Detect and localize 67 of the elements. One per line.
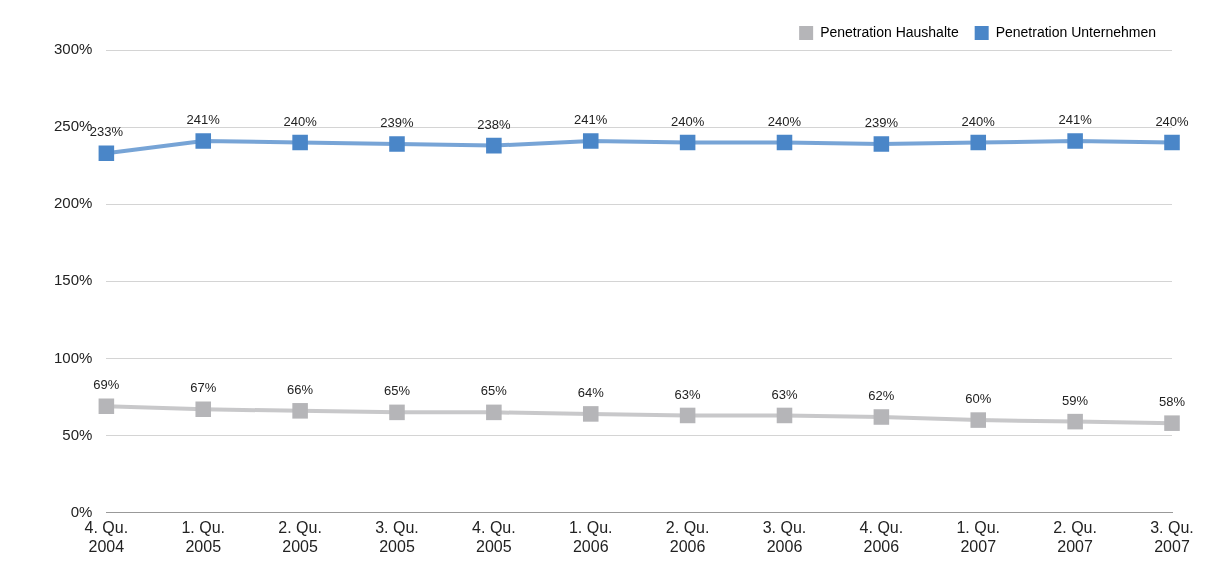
point	[970, 134, 987, 151]
data-label: 67%	[190, 380, 217, 396]
x-tick-label: 4. Qu. 2004	[84, 518, 129, 555]
data-label: 65%	[480, 383, 508, 399]
point	[486, 137, 502, 154]
x-tick-label: 1. Qu. 2005	[181, 518, 226, 555]
point	[195, 401, 212, 418]
data-label: 240%	[1155, 113, 1190, 129]
y-tick-label: 200%	[53, 194, 93, 212]
legend-label: Penetration Haushalte	[820, 23, 959, 40]
point	[486, 404, 502, 421]
data-label: 63%	[674, 386, 702, 402]
x-tick-label: 2. Qu. 2005	[278, 518, 322, 555]
y-tick-label: 100%	[53, 348, 93, 366]
data-label: 240%	[767, 113, 802, 129]
point	[389, 136, 405, 152]
point	[970, 412, 987, 428]
point	[873, 136, 890, 152]
data-label: 241%	[574, 112, 608, 128]
data-label: 66%	[287, 381, 314, 397]
legend-label: Penetration Unternehmen	[995, 23, 1156, 40]
data-label: 60%	[965, 391, 992, 407]
y-tick-label: 0%	[70, 502, 93, 520]
x-tick-label: 2. Qu. 2007	[1053, 518, 1097, 555]
point	[582, 133, 599, 149]
point	[776, 134, 793, 151]
point	[679, 407, 696, 424]
x-tick-label: 2. Qu. 2006	[665, 518, 710, 555]
data-label: 238%	[477, 116, 511, 132]
x-tick-label: 4. Qu. 2006	[859, 518, 904, 555]
data-label: 64%	[577, 384, 605, 400]
y-tick-label: 150%	[53, 271, 93, 289]
data-label: 241%	[186, 112, 221, 128]
data-label: 240%	[961, 113, 996, 129]
x-tick-label: 3. Qu. 2006	[762, 518, 807, 555]
x-tick-label: 3. Qu. 2005	[375, 518, 419, 555]
point	[98, 145, 115, 162]
point	[292, 403, 308, 419]
x-tick-label: 3. Qu. 2007	[1150, 518, 1194, 555]
data-label: 59%	[1062, 392, 1089, 408]
data-label: 62%	[868, 388, 895, 404]
point	[1067, 133, 1083, 149]
data-label: 58%	[1158, 394, 1186, 410]
point	[582, 406, 599, 422]
point	[1067, 413, 1083, 430]
x-tick-label: 1. Qu. 2007	[956, 518, 1001, 555]
point	[389, 404, 405, 421]
data-label: 241%	[1058, 112, 1093, 128]
point	[776, 407, 793, 424]
x-tick-label: 1. Qu. 2006	[568, 518, 613, 555]
data-label: 239%	[864, 115, 899, 131]
data-label: 69%	[93, 377, 120, 393]
point	[679, 134, 696, 151]
point	[292, 134, 308, 151]
data-label: 63%	[771, 386, 798, 402]
data-label: 240%	[283, 113, 318, 129]
y-tick-label: 300%	[53, 40, 93, 58]
data-label: 65%	[383, 383, 411, 399]
data-label: 239%	[380, 115, 415, 131]
y-tick-label: 50%	[62, 425, 93, 443]
point	[1164, 415, 1180, 431]
point	[873, 409, 890, 425]
point	[195, 133, 212, 149]
point	[98, 398, 115, 414]
x-tick-label: 4. Qu. 2005	[472, 518, 516, 555]
point	[1164, 134, 1180, 151]
data-label: 240%	[671, 113, 705, 129]
